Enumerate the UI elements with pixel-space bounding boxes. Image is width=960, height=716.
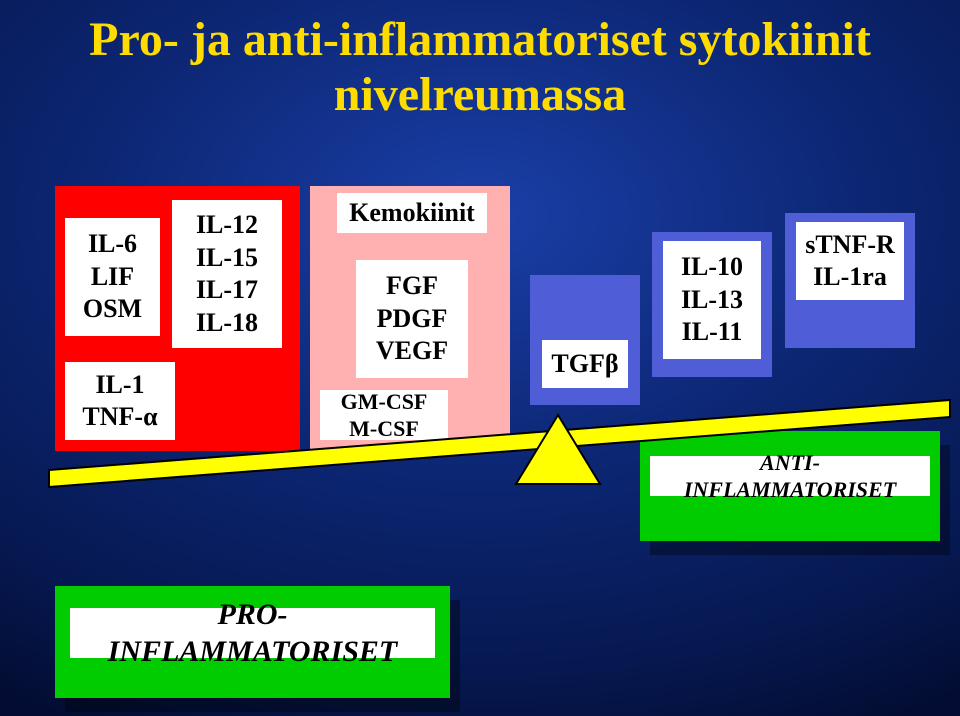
text-line: OSM bbox=[83, 293, 142, 326]
seesaw-fulcrum bbox=[516, 415, 600, 484]
title-line-2: nivelreumassa bbox=[334, 68, 626, 121]
box-tgfb: TGFβ bbox=[542, 340, 628, 388]
box-il12-15-17-18: IL-12IL-15IL-17IL-18 bbox=[172, 200, 282, 348]
text-line: PDGF bbox=[377, 303, 448, 336]
label-pro-inflammatoriset: PRO-INFLAMMATORISET bbox=[70, 608, 435, 658]
box-fgf-pdgf-vegf: FGFPDGFVEGF bbox=[356, 260, 468, 378]
text-line: LIF bbox=[91, 261, 134, 294]
text-line: IL-18 bbox=[196, 307, 258, 340]
slide: Pro- ja anti-inflammatoriset sytokiinit … bbox=[0, 0, 960, 716]
box-il1-tnfa: IL-1TNF-α bbox=[65, 362, 175, 440]
label-anti-inflammatoriset: ANTI-INFLAMMATORISET bbox=[650, 456, 930, 496]
text-line: M-CSF bbox=[349, 415, 419, 443]
text-line: IL-10 bbox=[681, 251, 743, 284]
text-line: IL-1ra bbox=[813, 261, 887, 294]
text-line: IL-6 bbox=[88, 228, 137, 261]
text-line: TNF-α bbox=[82, 401, 157, 434]
box-gmcsf-mcsf: GM-CSFM-CSF bbox=[320, 390, 448, 440]
text-line: IL-15 bbox=[196, 242, 258, 275]
text-line: PRO-INFLAMMATORISET bbox=[78, 596, 427, 671]
text-line: VEGF bbox=[376, 335, 448, 368]
text-line: IL-17 bbox=[196, 274, 258, 307]
title-line-1: Pro- ja anti-inflammatoriset sytokiinit bbox=[89, 13, 871, 66]
text-line: IL-12 bbox=[196, 209, 258, 242]
text-line: sTNF-R bbox=[805, 229, 895, 262]
text-line: ANTI-INFLAMMATORISET bbox=[658, 449, 922, 504]
text-line: IL-13 bbox=[681, 284, 743, 317]
text-line: IL-11 bbox=[682, 316, 743, 349]
text-line: GM-CSF bbox=[341, 388, 428, 416]
text-line: FGF bbox=[386, 270, 438, 303]
box-il6-lif-osm: IL-6LIFOSM bbox=[65, 218, 160, 336]
text-line: Kemokiinit bbox=[349, 197, 475, 230]
text-line: TGFβ bbox=[551, 348, 618, 381]
slide-title: Pro- ja anti-inflammatoriset sytokiinit … bbox=[0, 12, 960, 122]
text-line: IL-1 bbox=[95, 369, 144, 402]
box-kemokiinit: Kemokiinit bbox=[337, 193, 487, 233]
box-stnfr-il1ra: sTNF-RIL-1ra bbox=[796, 222, 904, 300]
box-il10-13-11: IL-10IL-13IL-11 bbox=[663, 241, 761, 359]
